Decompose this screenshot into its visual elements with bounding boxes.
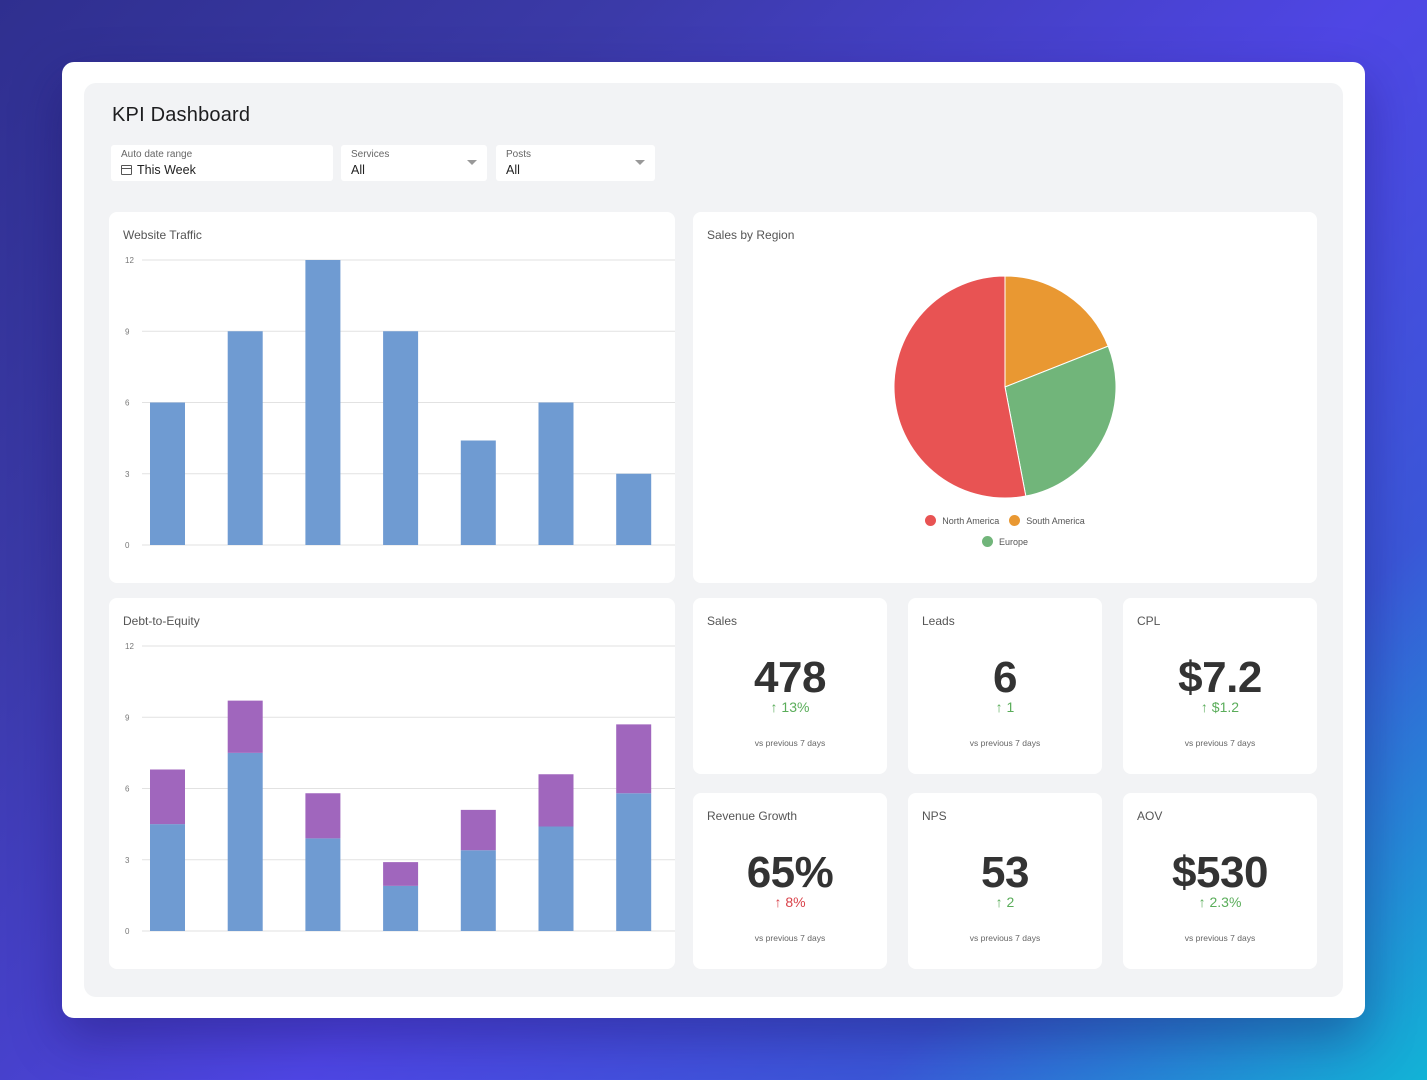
- y-tick-label: 12: [125, 642, 134, 651]
- sales-by-region-chart: [893, 275, 1117, 499]
- pie-slice: [893, 275, 1027, 499]
- kpi-note: vs previous 7 days: [754, 738, 826, 748]
- kpi-card-cpl: CPL $7.2 ↑ $1.2 vs previous 7 days: [1123, 598, 1317, 774]
- kpi-note: vs previous 7 days: [1184, 933, 1256, 943]
- y-tick-label: 6: [125, 399, 130, 408]
- bar-segment-top: [538, 774, 574, 827]
- sales-by-region-title: Sales by Region: [707, 228, 795, 242]
- kpi-value: 65%: [746, 848, 834, 897]
- y-tick-label: 3: [125, 470, 130, 479]
- kpi-value: 53: [981, 848, 1029, 897]
- bar-segment-top: [383, 862, 419, 886]
- y-tick-label: 3: [125, 856, 130, 865]
- page-title: KPI Dashboard: [112, 104, 251, 126]
- bar: [150, 402, 185, 545]
- kpi-label: NPS: [922, 809, 947, 823]
- posts-label: Posts: [506, 149, 532, 160]
- chevron-down-icon: [467, 160, 477, 165]
- kpi-note: vs previous 7 days: [754, 933, 826, 943]
- kpi-delta: ↑ 2: [995, 894, 1015, 910]
- y-tick-label: 0: [125, 541, 130, 550]
- legend-label: North America: [942, 515, 1000, 526]
- bar-segment-top: [460, 809, 496, 851]
- services-filter[interactable]: Services All: [341, 145, 487, 181]
- kpi-card-revenue-growth: Revenue Growth 65% ↑ 8% vs previous 7 da…: [693, 793, 887, 969]
- services-value: All: [351, 163, 365, 177]
- kpi-card-aov: AOV $530 ↑ 2.3% vs previous 7 days: [1123, 793, 1317, 969]
- bar: [460, 440, 496, 545]
- debt-to-equity-chart: 0 3 6 9 12: [125, 642, 675, 936]
- bar: [227, 331, 263, 545]
- kpi-delta: ↑ 2.3%: [1198, 894, 1242, 910]
- services-label: Services: [351, 149, 390, 160]
- bar-segment-base: [150, 824, 185, 931]
- posts-filter[interactable]: Posts All: [496, 145, 655, 181]
- pie-slice: [1004, 345, 1117, 497]
- y-tick-label: 0: [125, 927, 130, 936]
- date-range-value: This Week: [137, 163, 196, 177]
- kpi-delta: ↑ 8%: [774, 894, 806, 910]
- debt-to-equity-card: Debt-to-Equity 0 3 6 9 12: [109, 598, 675, 969]
- kpi-delta: ↑ 13%: [770, 699, 810, 715]
- kpi-value: 478: [754, 653, 826, 702]
- legend-label: South America: [1026, 515, 1085, 526]
- kpi-label: CPL: [1137, 614, 1161, 628]
- y-tick-label: 6: [125, 785, 130, 794]
- bar: [383, 331, 419, 545]
- bar-segment-base: [460, 850, 496, 931]
- kpi-value: $530: [1172, 848, 1268, 897]
- kpi-card-leads: Leads 6 ↑ 1 vs previous 7 days: [908, 598, 1102, 774]
- kpi-delta: ↑ $1.2: [1200, 699, 1240, 715]
- kpi-label: AOV: [1137, 809, 1163, 823]
- europe-dot-icon: [981, 536, 993, 547]
- website-traffic-title: Website Traffic: [123, 228, 202, 242]
- legend-south-america[interactable]: South America: [1009, 515, 1085, 526]
- app-window: KPI Dashboard Auto date range This Week …: [62, 62, 1365, 1018]
- kpi-card-nps: NPS 53 ↑ 2 vs previous 7 days: [908, 793, 1102, 969]
- north-america-dot-icon: [925, 515, 937, 526]
- south-america-dot-icon: [1009, 515, 1021, 526]
- bar-segment-top: [305, 793, 341, 839]
- bar: [538, 402, 574, 545]
- sales-by-region-card: Sales by Region North America South Amer…: [693, 212, 1317, 583]
- posts-value: All: [506, 163, 520, 177]
- bar-segment-base: [383, 885, 419, 931]
- bar-segment-base: [305, 838, 341, 931]
- bar-segment-base: [616, 793, 652, 931]
- bar-segment-base: [538, 826, 574, 931]
- bar-segment-top: [227, 700, 263, 753]
- legend-north-america[interactable]: North America: [925, 515, 999, 526]
- calendar-icon: [121, 165, 132, 175]
- y-tick-label: 9: [125, 327, 130, 336]
- website-traffic-card: Website Traffic 0 3 6 9 12: [109, 212, 675, 583]
- pie-slice: [1004, 275, 1109, 388]
- y-tick-label: 9: [125, 713, 130, 722]
- kpi-note: vs previous 7 days: [969, 933, 1041, 943]
- debt-to-equity-title: Debt-to-Equity: [123, 614, 200, 628]
- date-range-filter[interactable]: Auto date range This Week: [111, 145, 333, 181]
- bar-segment-base: [227, 752, 263, 931]
- bar: [305, 260, 341, 545]
- kpi-note: vs previous 7 days: [1184, 738, 1256, 748]
- kpi-value: 6: [993, 653, 1017, 702]
- website-traffic-chart: 0 3 6 9 12: [125, 256, 675, 550]
- kpi-delta: ↑ 1: [995, 699, 1015, 715]
- bar-segment-top: [150, 769, 185, 825]
- kpi-label: Sales: [707, 614, 738, 628]
- kpi-label: Revenue Growth: [707, 809, 798, 823]
- legend-europe[interactable]: Europe: [981, 536, 1029, 547]
- date-range-label: Auto date range: [121, 149, 193, 160]
- bar-segment-top: [616, 724, 652, 794]
- kpi-value: $7.2: [1178, 653, 1262, 702]
- kpi-card-sales: Sales 478 ↑ 13% vs previous 7 days: [693, 598, 887, 774]
- chevron-down-icon: [635, 160, 645, 165]
- legend-label: Europe: [998, 536, 1029, 547]
- kpi-note: vs previous 7 days: [969, 738, 1041, 748]
- bar: [616, 473, 652, 545]
- dashboard-canvas: KPI Dashboard Auto date range This Week …: [84, 83, 1343, 997]
- y-tick-label: 12: [125, 256, 134, 265]
- kpi-label: Leads: [922, 614, 955, 628]
